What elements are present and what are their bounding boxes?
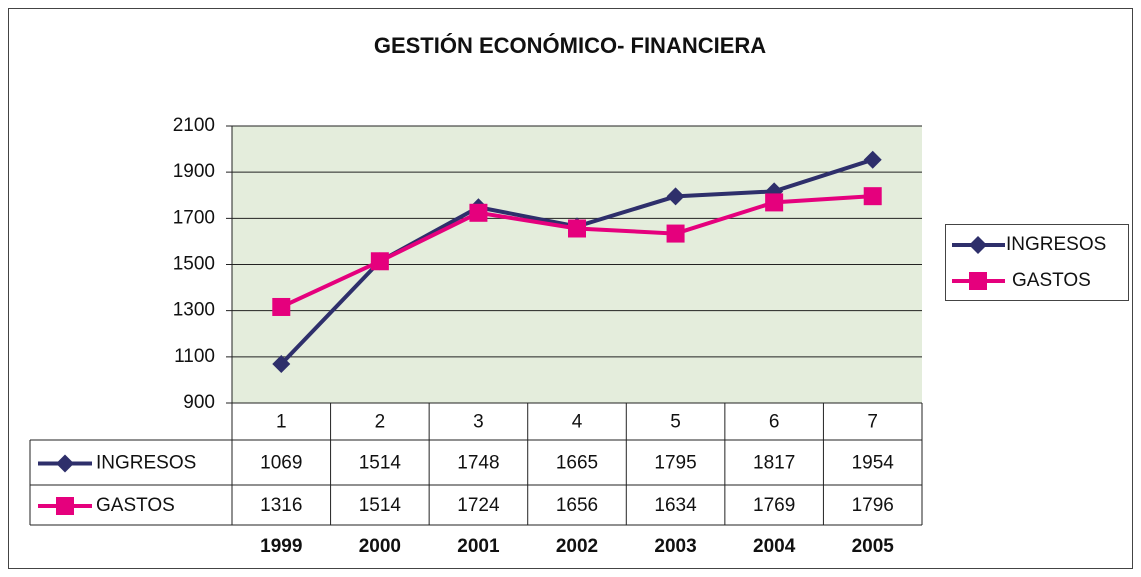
y-tick-label: 1700 xyxy=(173,207,215,228)
marker xyxy=(765,193,784,212)
y-tick-label: 1100 xyxy=(174,346,215,367)
marker xyxy=(969,272,987,290)
table-value: 1724 xyxy=(457,495,500,516)
table-value: 1514 xyxy=(359,453,402,474)
year-label: 2000 xyxy=(359,536,401,557)
x-tick-label: 5 xyxy=(670,412,681,433)
x-tick-label: 1 xyxy=(276,412,287,433)
marker xyxy=(666,187,685,206)
marker xyxy=(568,219,586,238)
marker xyxy=(969,236,987,254)
year-label: 2003 xyxy=(654,536,696,557)
table-value: 1954 xyxy=(852,453,895,474)
marker xyxy=(666,224,685,243)
marker xyxy=(272,354,291,373)
table-value: 1795 xyxy=(654,453,696,474)
year-label: 2004 xyxy=(753,536,796,557)
table-value: 1316 xyxy=(260,495,302,516)
table-value: 1796 xyxy=(852,495,894,516)
table-value: 1514 xyxy=(359,495,402,516)
table-value: 1748 xyxy=(457,453,499,474)
legend-label: GASTOS xyxy=(1012,270,1091,291)
y-tick-label: 2100 xyxy=(173,115,215,136)
marker xyxy=(469,203,488,222)
table-value: 1817 xyxy=(753,453,795,474)
marker xyxy=(863,187,882,206)
table-value: 1634 xyxy=(654,495,697,516)
legend-label: INGRESOS xyxy=(1006,234,1106,255)
marker xyxy=(56,497,74,515)
x-tick-label: 3 xyxy=(473,412,484,433)
marker xyxy=(272,297,291,316)
marker xyxy=(863,150,882,169)
table-series-name: GASTOS xyxy=(96,495,175,516)
year-label: 2002 xyxy=(556,536,598,557)
marker xyxy=(370,252,389,271)
year-label: 2001 xyxy=(457,536,500,557)
marker xyxy=(56,454,74,473)
y-tick-label: 1300 xyxy=(173,300,215,321)
year-label: 1999 xyxy=(260,536,302,557)
y-tick-label: 1500 xyxy=(173,254,215,275)
y-tick-label: 900 xyxy=(183,392,215,413)
table-value: 1665 xyxy=(556,453,598,474)
table-series-name: INGRESOS xyxy=(96,453,196,474)
x-tick-label: 7 xyxy=(867,412,878,433)
x-tick-label: 2 xyxy=(375,412,386,433)
table-value: 1656 xyxy=(556,495,598,516)
year-label: 2005 xyxy=(852,536,895,557)
x-tick-label: 6 xyxy=(769,412,780,433)
y-tick-label: 1900 xyxy=(173,161,215,182)
chart-title: GESTIÓN ECONÓMICO- FINANCIERA xyxy=(374,33,766,58)
x-tick-label: 4 xyxy=(572,412,583,433)
table-value: 1069 xyxy=(260,453,302,474)
table-value: 1769 xyxy=(753,495,795,516)
